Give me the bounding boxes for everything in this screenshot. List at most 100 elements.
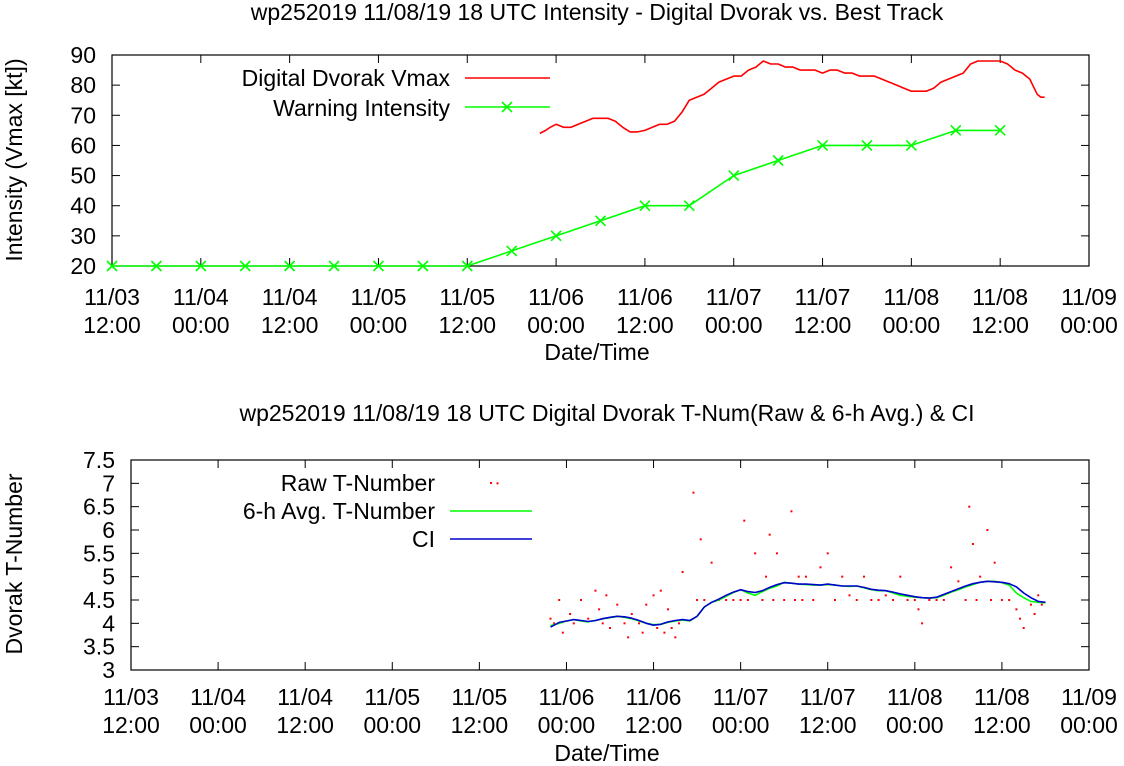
plot-frame — [130, 459, 1090, 671]
y-tick-label: 4 — [102, 610, 115, 636]
x-ticks: 11/0312:0011/0400:0011/0412:0011/0500:00… — [102, 460, 1118, 738]
y-tick-label: 50 — [70, 163, 96, 189]
x-tick-label: 12:00 — [83, 312, 141, 338]
warning-intensity-marker — [950, 124, 962, 136]
x-tick-label: 12:00 — [451, 712, 509, 738]
raw-tnumber-point — [772, 599, 775, 601]
warning-intensity-marker — [506, 245, 518, 257]
raw-tnumber-point — [971, 543, 974, 545]
y-axis-label: Intensity (Vmax [kt]) — [1, 58, 27, 261]
y-tick-label: 40 — [70, 193, 96, 219]
raw-tnumber-point — [870, 599, 873, 601]
raw-tnumber-point — [801, 599, 804, 601]
raw-tnumber-point — [623, 622, 626, 625]
warning-intensity-marker — [372, 260, 385, 272]
x-tick-label: 12:00 — [971, 312, 1029, 338]
raw-tnumber-point — [783, 599, 786, 601]
warning-intensity-marker — [861, 139, 873, 151]
raw-tnumber-point — [826, 552, 829, 555]
plot-frame — [111, 54, 1090, 267]
x-tick-label: 11/04 — [173, 284, 229, 310]
x-tick-label: 00:00 — [189, 712, 247, 738]
x-tick-label: 12:00 — [794, 312, 852, 338]
chart-title: wp252019 11/08/19 18 UTC Intensity - Dig… — [250, 0, 944, 25]
raw-tnumber-point — [561, 631, 564, 634]
raw-tnumber-point — [906, 599, 909, 601]
x-tick-label: 00:00 — [1060, 312, 1118, 338]
x-tick-label: 00:00 — [886, 712, 944, 738]
raw-tnumber-point — [935, 599, 938, 601]
x-tick-label: 11/08 — [883, 284, 939, 310]
raw-tnumber-point — [616, 603, 619, 606]
y-ticks: 33.544.555.566.577.5 — [83, 447, 1089, 683]
x-tick-label: 11/08 — [972, 284, 1028, 310]
raw-tnumber-point — [833, 599, 836, 601]
x-tick-label: 11/06 — [539, 684, 595, 710]
raw-tnumber-point — [656, 627, 659, 629]
raw-tnumber-point — [790, 510, 793, 513]
legend-label-raw-tnumber: Raw T-Number — [281, 470, 436, 496]
warning-intensity-marker — [639, 200, 651, 212]
warning-intensity-marker — [239, 260, 251, 272]
raw-tnumber-point — [677, 622, 680, 625]
x-tick-label: 11/07 — [706, 284, 762, 310]
x-tick-label: 11/04 — [190, 684, 246, 710]
y-tick-label: 3 — [102, 657, 115, 683]
raw-tnumber-point — [855, 599, 858, 601]
raw-tnumber-point — [986, 529, 989, 531]
raw-tnumber-point — [692, 491, 695, 494]
x-axis-label: Date/Time — [544, 339, 649, 365]
y-tick-label: 30 — [70, 223, 96, 249]
x-tick-label: 11/03 — [103, 684, 159, 710]
x-tick-label: 11/05 — [451, 684, 507, 710]
raw-tnumber-point — [638, 622, 641, 625]
warning-intensity-marker — [772, 154, 784, 167]
raw-tnumber-point — [587, 617, 590, 620]
x-tick-label: 00:00 — [883, 312, 941, 338]
raw-tnumber-point — [670, 627, 673, 629]
raw-tnumber-point — [1029, 603, 1032, 606]
raw-tnumber-point — [812, 599, 815, 601]
raw-tnumber-point — [1019, 617, 1022, 620]
raw-tnumber-point — [572, 622, 575, 625]
raw-tnumber-point — [957, 580, 960, 583]
x-tick-label: 12:00 — [261, 312, 319, 338]
x-tick-label: 11/07 — [800, 684, 856, 710]
y-tick-label: 70 — [70, 102, 96, 128]
y-axis-label: Dvorak T-Number — [1, 473, 27, 654]
y-ticks: 20 30 40 50 60 70 80 90 — [70, 42, 1089, 279]
x-tick-label: 11/07 — [795, 284, 851, 310]
x-axis-label: Date/Time — [554, 740, 659, 766]
x-tick-label: 12:00 — [799, 712, 857, 738]
legend: Digital Dvorak Vmax Warning Intensity — [242, 65, 550, 121]
y-tick-label: 20 — [70, 253, 96, 279]
warning-intensity-marker — [683, 200, 695, 212]
raw-tnumber-point — [496, 482, 499, 485]
raw-tnumber-point — [579, 599, 582, 601]
raw-tnumber-point — [609, 627, 611, 629]
warning-intensity-marker — [461, 260, 473, 272]
raw-tnumber-point — [841, 575, 844, 578]
raw-tnumber-point — [696, 599, 699, 601]
raw-tnumber-point — [1008, 599, 1011, 601]
raw-tnumber-point — [598, 608, 601, 611]
legend-label-dvorak-vmax: Digital Dvorak Vmax — [242, 65, 451, 91]
x-tick-label: 12:00 — [625, 712, 683, 738]
raw-tnumber-point — [627, 636, 630, 639]
warning-intensity-marker — [195, 260, 207, 272]
raw-tnumber-point — [1000, 599, 1003, 601]
raw-tnumber-point — [652, 594, 655, 597]
raw-tnumber-point — [605, 594, 608, 597]
y-tick-label: 6 — [102, 517, 115, 543]
x-tick-label: 00:00 — [1060, 712, 1118, 738]
raw-tnumber-point — [645, 603, 648, 606]
raw-tnumber-point — [928, 599, 931, 601]
chart-title: wp252019 11/08/19 18 UTC Digital Dvorak … — [238, 400, 974, 426]
x-tick-label: 11/05 — [439, 284, 495, 310]
raw-tnumber-point — [765, 575, 768, 578]
raw-tnumber-point — [594, 589, 597, 592]
raw-tnumber-point — [848, 594, 851, 597]
raw-tnumber-point — [710, 561, 713, 564]
6-h-avg-t-number-line — [550, 580, 1046, 627]
